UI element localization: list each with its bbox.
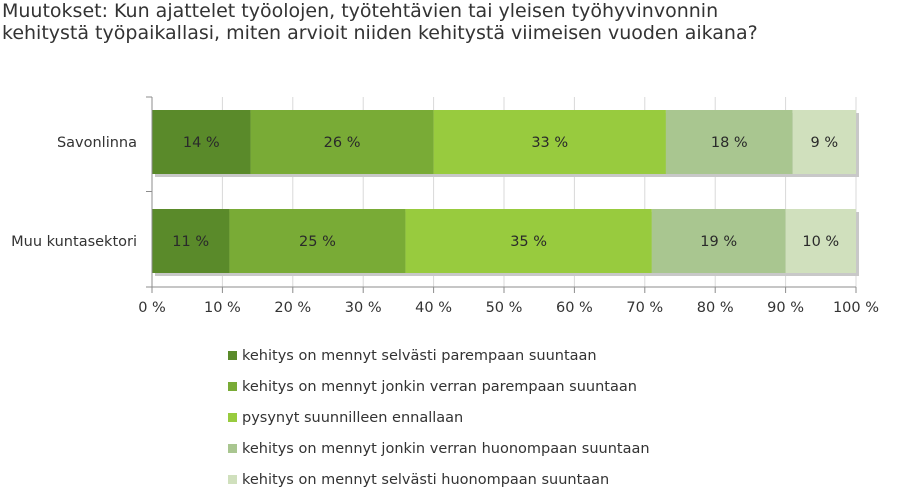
data-label: 18 % [711, 135, 748, 151]
legend-label: kehitys on mennyt jonkin verran parempaa… [242, 378, 637, 395]
bar-segment [152, 110, 251, 174]
legend-swatch [228, 475, 237, 484]
bar-segment [792, 110, 856, 174]
legend-item: pysynyt suunnilleen ennallaan [228, 402, 650, 433]
stacked-bar-chart: 14 % 26 % 33 % 18 % 9 % Savonlinna 11 % 25 % 35 … [11, 96, 879, 316]
legend-swatch [228, 382, 237, 391]
x-tick-label: 60 % [556, 300, 593, 316]
bar-segment [665, 110, 793, 174]
bar-segment [785, 209, 856, 273]
data-label: 14 % [183, 135, 220, 151]
legend-label: kehitys on mennyt jonkin verran huonompa… [242, 440, 650, 457]
x-tick-label: 20 % [274, 300, 311, 316]
legend-swatch [228, 413, 237, 422]
x-tick-label: 90 % [767, 300, 804, 316]
legend-label: kehitys on mennyt selvästi parempaan suu… [242, 347, 597, 364]
data-label: 33 % [531, 135, 568, 151]
legend-label: pysynyt suunnilleen ennallaan [242, 409, 464, 426]
legend-item: kehitys on mennyt jonkin verran parempaa… [228, 371, 650, 402]
data-label: 11 % [172, 234, 209, 250]
legend-swatch [228, 351, 237, 360]
category-label: Savonlinna [57, 135, 137, 151]
bar-segment [229, 209, 406, 273]
x-tick-label: 30 % [345, 300, 382, 316]
data-label: 9 % [811, 135, 839, 151]
bar-segment [405, 209, 652, 273]
legend-item: kehitys on mennyt selvästi parempaan suu… [228, 340, 650, 371]
x-tick-label: 100 % [833, 300, 879, 316]
data-label: 10 % [802, 234, 839, 250]
data-label: 25 % [299, 234, 336, 250]
x-tick-label: 0 % [138, 300, 166, 316]
x-tick-label: 70 % [626, 300, 663, 316]
legend-item: kehitys on mennyt jonkin verran huonompa… [228, 433, 650, 464]
legend-item: kehitys on mennyt selvästi huonompaan su… [228, 464, 650, 495]
legend: kehitys on mennyt selvästi parempaan suu… [228, 340, 650, 495]
x-tick-label: 40 % [415, 300, 452, 316]
bar-segment [152, 209, 230, 273]
data-label: 19 % [700, 234, 737, 250]
data-label: 35 % [510, 234, 547, 250]
x-tick-label: 80 % [697, 300, 734, 316]
bar-segment [433, 110, 666, 174]
x-tick-label: 10 % [204, 300, 241, 316]
x-tick-label: 50 % [486, 300, 523, 316]
chart-title: Muutokset: Kun ajattelet työolojen, työt… [2, 0, 758, 44]
data-label: 26 % [324, 135, 361, 151]
bar-segment [651, 209, 786, 273]
bar-segment [250, 110, 434, 174]
legend-swatch [228, 444, 237, 453]
category-label: Muu kuntasektori [11, 234, 137, 250]
legend-label: kehitys on mennyt selvästi huonompaan su… [242, 471, 610, 488]
